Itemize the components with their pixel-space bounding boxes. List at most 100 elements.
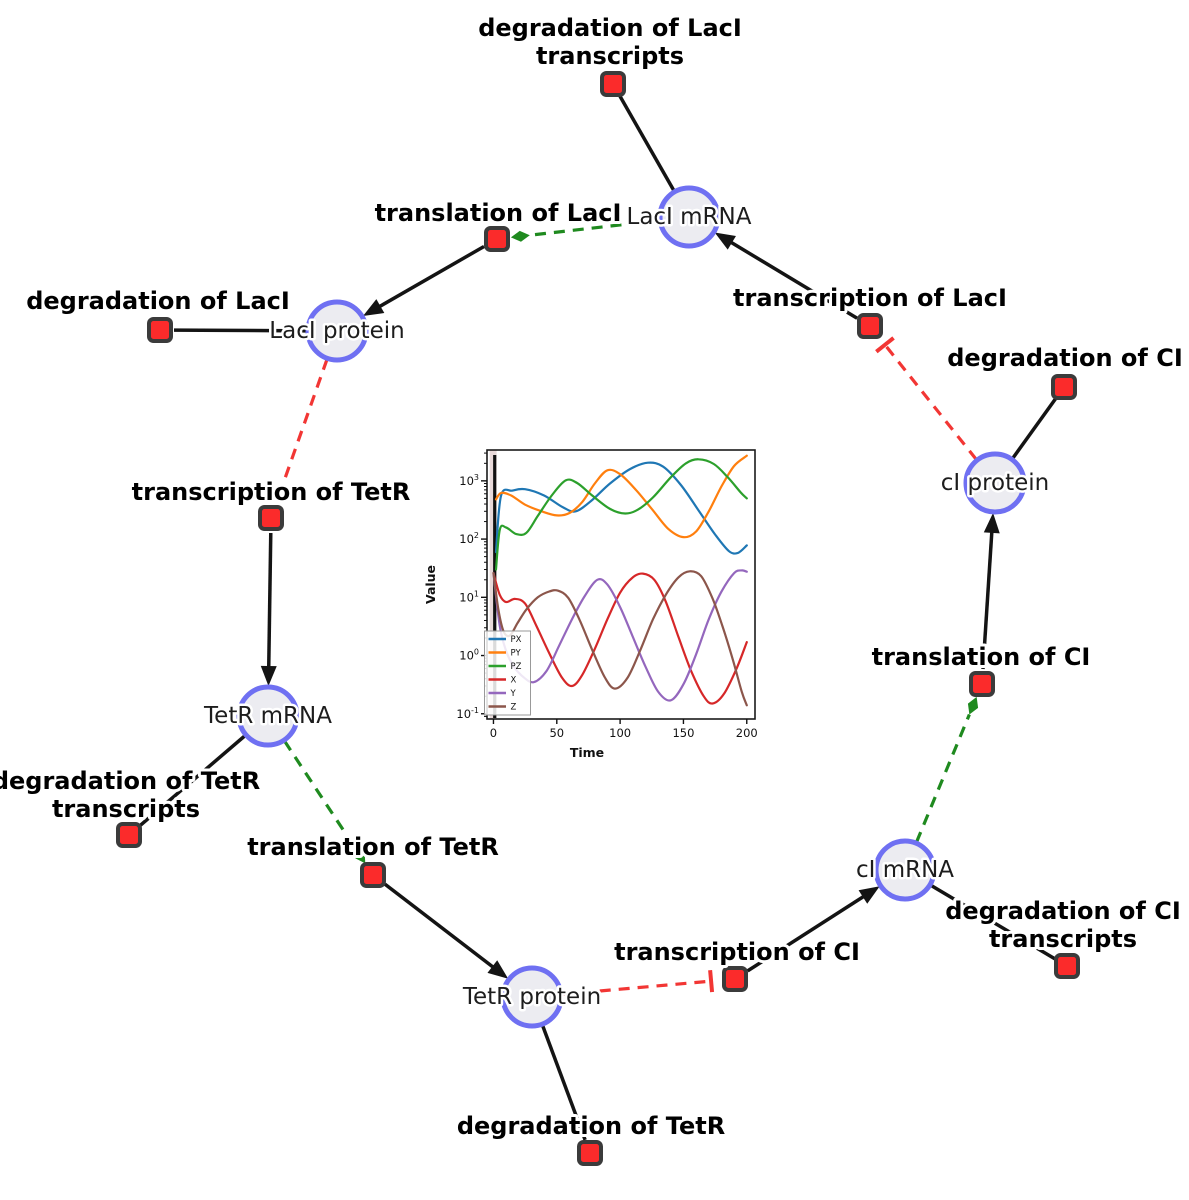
reaction-label-deg-tetr: degradation of TetR (457, 1112, 725, 1140)
species-node-tetr-mrna (236, 684, 300, 748)
edge-deg-laci-laci-protein (173, 328, 308, 333)
modifier-diamond-head (510, 230, 530, 242)
inset-timeseries-chart: 0 50 100 150 200 10-1 100 101 102 103 Time Value PX P… (425, 440, 787, 770)
inhibition-bar (267, 489, 291, 501)
series-line-z (492, 570, 748, 707)
edge-transl-tetr-tetr-protein (383, 882, 509, 979)
edge-tetr-mrna-transl-tetr (283, 740, 366, 864)
y-tick-label: 101 (459, 589, 479, 604)
legend-label-pz: PZ (511, 662, 522, 672)
edge-deg-ci-tx-ci-mrna (929, 883, 1056, 961)
edge-laci-mrna-transl-laci (510, 218, 660, 242)
edge-laci-protein-tx-tetr (267, 358, 329, 501)
arrowhead (487, 960, 509, 979)
series-line-x (492, 572, 748, 705)
reaction-label-deg-laci: degradation of LacI (26, 287, 290, 315)
species-node-laci-protein (305, 299, 369, 363)
legend-label-py: PY (511, 649, 522, 659)
species-node-tetr-protein (500, 965, 564, 1029)
y-tick-label: 100 (459, 648, 479, 663)
reaction-node-deg-laci-tx (600, 71, 626, 97)
edge-deg-laci-tx-laci-mrna (618, 95, 676, 192)
x-tick-label: 200 (736, 726, 758, 740)
inhibition-bar (708, 969, 715, 993)
reaction-label-tx-ci: transcription of CI (614, 938, 860, 966)
y-tick-label: 103 (459, 473, 479, 488)
species-label-tetr-mrna: TetR mRNA (203, 703, 332, 729)
reaction-label-deg-tetr-tx: degradation of TetR (0, 767, 260, 795)
reaction-label-tx-tetr: transcription of TetR (132, 478, 411, 506)
reaction-label-deg-laci-tx: degradation of LacI (478, 14, 742, 42)
chart-y-axis-label: Value (425, 565, 438, 604)
x-tick-label: 0 (490, 726, 497, 740)
reaction-node-tx-laci (857, 313, 883, 339)
arrowhead (363, 299, 385, 317)
species-label-tetr-protein: TetR protein (462, 984, 601, 1010)
edges-layer (138, 95, 1058, 1141)
edge-ci-protein-tx-laci (875, 336, 978, 461)
labels-layer: LacI mRNA LacI protein cI protein TetR mRNA… (0, 11, 1186, 1143)
series-line-py (494, 454, 748, 539)
species-node-ci-mrna (873, 838, 937, 902)
edge-ci-mrna-transl-ci (914, 696, 979, 843)
reaction-node-deg-ci-tx (1054, 953, 1080, 979)
edge-tx-tetr-tetr-mrna (260, 532, 277, 687)
species-label-laci-protein: LacI protein (269, 318, 404, 344)
chart-series-layer (492, 454, 748, 707)
x-tick-label: 50 (549, 726, 564, 740)
x-tick-label: 100 (609, 726, 631, 740)
inhibition-bar (875, 336, 895, 354)
species-label-ci-protein: cI protein (941, 470, 1050, 496)
reaction-node-deg-tetr-tx (116, 822, 142, 848)
reaction-node-tx-tetr (258, 505, 284, 531)
reaction-node-transl-tetr (360, 862, 386, 888)
reaction-label-deg-ci: degradation of CI (947, 344, 1183, 372)
reaction-label-deg-laci-tx: transcripts (536, 42, 684, 70)
edge-transl-laci-laci-protein (363, 244, 485, 317)
modifier-diamond-head (967, 696, 979, 715)
reaction-label-tx-laci: transcription of LacI (733, 284, 1007, 312)
reaction-node-transl-laci (484, 226, 510, 252)
edge-deg-tetr-tetr-protein (540, 1024, 587, 1141)
reaction-label-deg-tetr-tx: transcripts (52, 795, 200, 823)
chart-legend: PX PY PZ XYZ (484, 630, 531, 716)
reaction-node-tx-ci (722, 966, 748, 992)
x-tick-label: 150 (672, 726, 694, 740)
series-line-px (494, 461, 748, 555)
reaction-node-deg-ci (1051, 374, 1077, 400)
reaction-label-transl-ci: translation of CI (872, 643, 1091, 671)
series-line-pz (494, 458, 748, 571)
arrowhead (714, 232, 736, 250)
edge-transl-ci-ci-protein (981, 512, 1000, 670)
nodes-layer (116, 71, 1080, 1166)
edge-tetr-protein-tx-ci (561, 969, 715, 996)
reaction-node-deg-tetr (577, 1140, 603, 1166)
reaction-node-deg-laci (147, 317, 173, 343)
edge-tx-ci-ci-mrna (746, 886, 880, 973)
reaction-label-deg-ci-tx: degradation of CI (945, 897, 1181, 925)
species-label-ci-mrna: cI mRNA (856, 857, 954, 883)
modifier-diamond-head (354, 847, 366, 864)
reaction-label-transl-laci: translation of LacI (375, 199, 622, 227)
arrowhead (983, 512, 1000, 534)
legend-label-x: X (511, 676, 517, 686)
reaction-node-transl-ci (969, 671, 995, 697)
species-node-laci-mrna (657, 185, 721, 249)
y-tick-label: 10-1 (456, 706, 479, 721)
legend-label-px: PX (511, 635, 522, 645)
arrowhead (260, 665, 277, 687)
legend-box (484, 630, 531, 716)
species-label-laci-mrna: LacI mRNA (627, 204, 752, 230)
reaction-label-transl-tetr: translation of TetR (247, 833, 499, 861)
arrowhead (858, 886, 880, 904)
reaction-label-deg-ci-tx: transcripts (989, 925, 1137, 953)
plot-border (486, 449, 756, 720)
edge-deg-tetr-tx-tetr-mrna (138, 734, 247, 828)
y-tick-label: 102 (459, 531, 479, 546)
edge-deg-ci-ci-protein (1011, 397, 1058, 460)
species-node-ci-protein (963, 451, 1027, 515)
legend-label-y: Y (510, 689, 517, 699)
chart-x-axis-label: Time (570, 745, 604, 760)
